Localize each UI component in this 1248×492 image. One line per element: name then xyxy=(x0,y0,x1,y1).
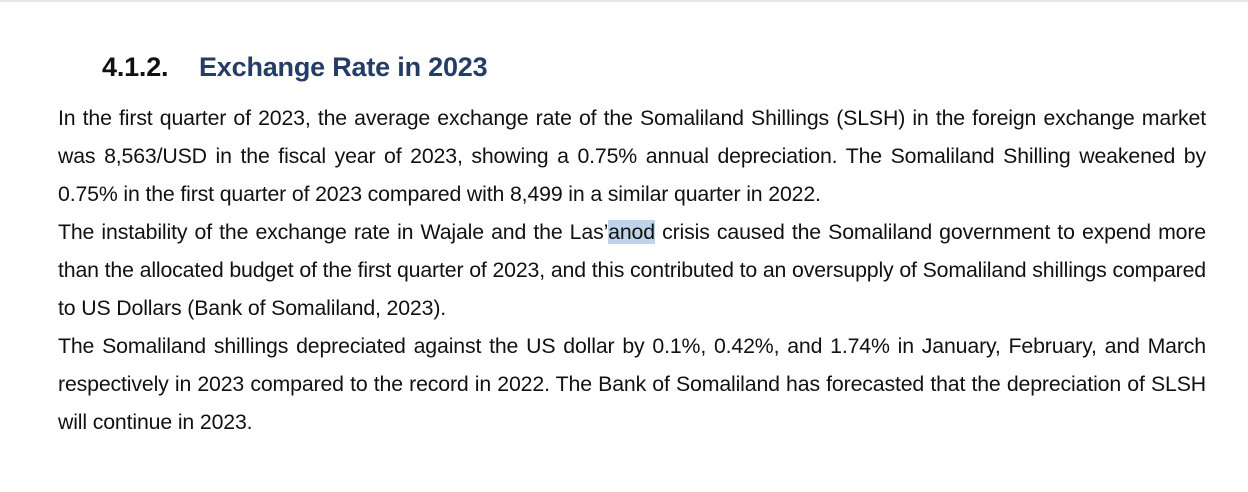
paragraph-2-text-start: The instability of the exchange rate in … xyxy=(58,220,609,244)
document-body: In the first quarter of 2023, the averag… xyxy=(58,99,1206,441)
top-divider xyxy=(0,0,1248,2)
paragraph-3: The Somaliland shillings depreciated aga… xyxy=(58,334,1206,434)
section-heading: 4.1.2. Exchange Rate in 2023 xyxy=(102,50,488,84)
section-title: Exchange Rate in 2023 xyxy=(199,52,488,82)
paragraph-2-text-end: crisis caused the Somaliland government … xyxy=(58,220,1207,320)
paragraph-1: In the first quarter of 2023, the averag… xyxy=(58,106,1206,206)
section-number: 4.1.2. xyxy=(102,52,169,82)
paragraph-2: The instability of the exchange rate in … xyxy=(58,213,1206,327)
selected-text[interactable]: anod xyxy=(608,220,655,244)
